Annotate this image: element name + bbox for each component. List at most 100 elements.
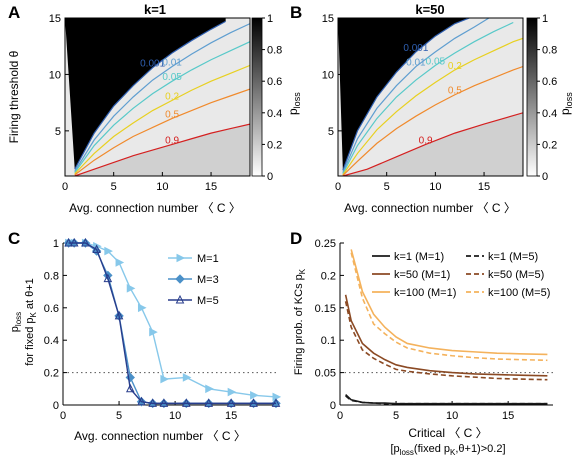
data-point <box>160 374 170 384</box>
y-tick-label: 5 <box>55 126 61 138</box>
x-tick-label: 15 <box>225 410 237 422</box>
colorbar-a <box>251 17 263 177</box>
legend-label: k=100 (M=5) <box>488 287 550 299</box>
y-tick-label: 0.25 <box>315 238 336 250</box>
panel-c: C 0 5 10 15 0 0.2 0.4 0.6 0.8 1 Avg. connection n… <box>8 229 282 443</box>
y-tick-label: 15 <box>322 13 334 25</box>
x-tick-label: 5 <box>116 410 122 422</box>
y-axis-label-c-line1: ploss <box>9 312 23 332</box>
y-tick-label: 1 <box>53 238 59 250</box>
series-line-k=100 (M=5) <box>350 252 548 362</box>
panel-b-title: k=50 <box>415 2 444 17</box>
y-tick-label: 15 <box>49 13 61 25</box>
panel-letter-b: B <box>290 3 302 22</box>
y-tick-label: 10 <box>322 69 334 81</box>
x-axis-label-d-line2: [ploss(fixed pK,θ+1)>0.2] <box>391 443 506 457</box>
colorbar-ticks-b: 0 0.2 0.4 0.6 0.8 1 <box>537 13 557 183</box>
panel-letter-c: C <box>8 229 20 248</box>
y-tick-label: 5 <box>328 126 334 138</box>
x-axis-label-b: Avg. connection number 〈 C 〉 <box>344 201 516 215</box>
y-axis-label-a: Firing threshold θ <box>7 50 21 143</box>
data-point <box>137 396 146 406</box>
plot-d: 0 5 10 15 0 0.05 0.1 0.15 0.2 0.25 <box>315 238 553 422</box>
colorbar-label-a: ploss <box>286 92 302 115</box>
data-point <box>272 392 282 402</box>
data-point <box>271 398 281 407</box>
heatmap-a <box>65 18 250 176</box>
legend-d: k=1 (M=1) k=1 (M=5) k=50 (M=1) k=50 (M=5) k=… <box>372 251 550 299</box>
x-tick-label: 10 <box>169 410 181 422</box>
contour-0.9 <box>74 123 250 176</box>
x-tick-label: 5 <box>384 181 390 193</box>
x-tick-label: 15 <box>205 181 217 193</box>
contour-label-0.5: 0.5 <box>165 109 179 120</box>
y-tick-label: 10 <box>49 69 61 81</box>
colorbar-tick-label: 0.4 <box>267 108 282 120</box>
legend-label: M=1 <box>197 253 219 265</box>
data-point <box>226 398 236 407</box>
heat-high-region <box>65 18 226 170</box>
plot-frame-b <box>337 17 524 177</box>
data-point <box>249 398 258 407</box>
heat-high-region <box>338 18 470 171</box>
contour-label-0.01: 0.01 <box>162 58 182 69</box>
axes-b: 0 5 10 15 5 10 15 <box>322 13 490 193</box>
data-point <box>114 310 124 320</box>
x-tick-label: 10 <box>446 410 458 422</box>
y-axis-label-c-line2: for fixed pK at θ+1 <box>24 278 38 366</box>
y-tick-label: 0 <box>53 400 59 412</box>
legend-label: k=50 (M=1) <box>394 269 450 281</box>
contour-label-0.001: 0.001 <box>403 43 428 54</box>
legend-label: M=5 <box>197 295 219 307</box>
contour-0.5 <box>342 65 523 176</box>
series-line-M=3 <box>68 242 276 405</box>
series-line-k=1 (M=1) <box>345 394 548 405</box>
data-point <box>205 384 214 394</box>
legend-label: M=3 <box>197 274 219 286</box>
colorbar-ticks-a: 0 0.2 0.4 0.6 0.8 1 <box>262 13 282 183</box>
heat-low-region <box>65 124 250 176</box>
axes-a: 0 5 10 15 5 10 15 <box>49 13 217 193</box>
y-tick-label: 0.15 <box>315 303 336 315</box>
colorbar-tick-label: 0.4 <box>542 108 557 120</box>
colorbar-tick-label: 0 <box>542 171 548 183</box>
y-tick-label: 0 <box>330 400 336 412</box>
plot-c: 0 5 10 15 0 0.2 0.4 0.6 0.8 1 <box>44 237 282 422</box>
data-point <box>137 303 147 313</box>
contour-label-0.2: 0.2 <box>448 61 462 72</box>
contour-0.01 <box>74 23 250 172</box>
data-point <box>159 398 169 407</box>
heatmap-b <box>338 18 523 176</box>
x-tick-label: 0 <box>337 410 343 422</box>
y-tick-label: 0.6 <box>44 303 59 315</box>
data-point <box>125 383 135 393</box>
y-axis-label-d: Firing prob. of KCs pK <box>293 268 307 375</box>
contour-label-0.001: 0.001 <box>140 59 165 70</box>
series-line-k=50 (M=5) <box>344 301 548 381</box>
panel-a-title: k=1 <box>144 2 166 17</box>
x-axis-label-c: Avg. connection number 〈 C 〉 <box>74 429 246 443</box>
colorbar-tick-label: 0.2 <box>542 139 557 151</box>
colorbar-tick-label: 1 <box>542 13 548 25</box>
colorbar-tick-label: 0.2 <box>267 139 282 151</box>
contour-0.2 <box>342 37 523 176</box>
series-line-k=50 (M=1) <box>344 294 548 377</box>
heat-low-region <box>338 112 523 176</box>
legend-label: k=1 (M=1) <box>394 251 444 263</box>
colorbar-tick-label: 0 <box>267 171 273 183</box>
contour-0.05 <box>342 21 514 175</box>
data-point <box>204 398 214 407</box>
x-axis-label-d-line1: Critical 〈 C 〉 <box>408 426 487 440</box>
x-tick-label: 15 <box>502 410 514 422</box>
data-point <box>149 327 158 337</box>
contour-0.05 <box>74 41 250 173</box>
x-tick-label: 10 <box>156 181 168 193</box>
data-point <box>182 398 191 407</box>
colorbar-tick-label: 0.8 <box>542 45 557 57</box>
data-point <box>126 284 136 293</box>
contour-label-0.9: 0.9 <box>419 135 433 146</box>
data-point <box>69 237 79 247</box>
